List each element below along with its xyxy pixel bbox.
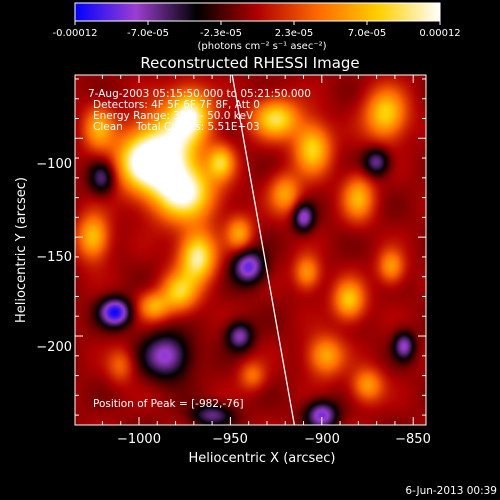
- axis-ticks: [75, 75, 426, 425]
- y-tick-label: −100: [36, 157, 72, 172]
- annotation-energy-range: Energy Range: 35.0 - 50.0 keV: [93, 110, 254, 122]
- colorbar-tick-label: 0.00012: [419, 28, 460, 39]
- annotation-time-range: 7-Aug-2003 05:15:50.000 to 05:21:50.000: [88, 88, 311, 100]
- colorbar-gradient: [74, 2, 441, 22]
- x-tick-label: −900: [304, 432, 340, 447]
- colorbar-tick-label: 7.0e-05: [348, 28, 386, 39]
- x-axis-label: Heliocentric X (arcsec): [189, 451, 336, 466]
- footer-timestamp: 6-Jun-2013 00:39: [405, 485, 497, 497]
- y-tick-label: −200: [36, 340, 72, 355]
- annotation-peak-position: Position of Peak = [-982,-76]: [93, 398, 244, 410]
- colorbar-ticks: [74, 21, 441, 25]
- colorbar-tick-label: -2.3e-05: [200, 28, 242, 39]
- chart-title: Reconstructed RHESSI Image: [140, 54, 359, 72]
- x-tick-label: −850: [395, 432, 431, 447]
- colorbar-tick-label: -0.00012: [53, 28, 98, 39]
- x-tick-label: −1000: [117, 432, 161, 447]
- solar-limb-line: [231, 75, 296, 425]
- x-tick-label: −950: [212, 432, 248, 447]
- y-axis-label: Heliocentric Y (arcsec): [14, 177, 29, 323]
- annotation-clean-counts: Clean Total Counts: 5.51E+03: [93, 121, 260, 133]
- plot-frame: [74, 74, 427, 426]
- annotation-detectors: Detectors: 4F 5F 6F 7F 8F, Att 0: [93, 99, 260, 111]
- colorbar-tick-label: 2.3e-05: [275, 28, 313, 39]
- colorbar-units: (photons cm⁻² s⁻¹ asec⁻²): [197, 41, 326, 52]
- colorbar: -0.00012 -7.0e-05 -2.3e-05 2.3e-05 7.0e-…: [53, 2, 461, 52]
- y-tick-label: −150: [36, 250, 72, 265]
- heatmap-image: [75, 75, 426, 425]
- colorbar-tick-label: -7.0e-05: [127, 28, 169, 39]
